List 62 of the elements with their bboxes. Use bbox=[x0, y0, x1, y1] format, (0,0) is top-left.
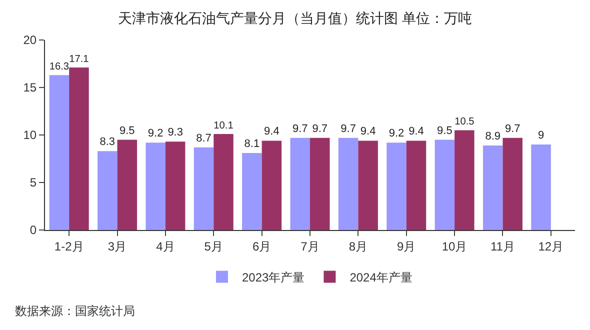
x-tick-label: 5月 bbox=[204, 239, 223, 254]
y-tick-label: 10 bbox=[23, 128, 37, 142]
data-label: 9.4 bbox=[408, 126, 424, 138]
bar bbox=[482, 145, 503, 230]
data-label: 9.7 bbox=[504, 122, 520, 135]
bar bbox=[69, 68, 89, 230]
x-tick-label: 7月 bbox=[300, 239, 320, 254]
bar bbox=[214, 134, 234, 230]
x-tick-label: 9月 bbox=[397, 239, 416, 254]
data-label: 8.9 bbox=[485, 130, 500, 142]
bar bbox=[386, 142, 406, 230]
y-tick-label: 20 bbox=[23, 33, 37, 48]
x-tick-label: 12月 bbox=[538, 239, 564, 254]
bar bbox=[406, 140, 426, 230]
bar bbox=[358, 140, 378, 230]
source-note: 数据来源：国家统计局 bbox=[15, 304, 135, 318]
bar bbox=[434, 140, 455, 230]
data-label: 16.3 bbox=[49, 61, 70, 72]
x-tick-label: 10月 bbox=[442, 239, 468, 254]
data-label: 9.3 bbox=[168, 126, 183, 139]
bar bbox=[98, 151, 118, 230]
bar bbox=[338, 138, 358, 230]
data-label: 9 bbox=[538, 130, 544, 142]
data-label: 9.7 bbox=[340, 122, 356, 135]
bar bbox=[146, 142, 166, 230]
y-tick-label: 15 bbox=[23, 80, 37, 95]
x-tick-label: 11月 bbox=[490, 239, 515, 254]
data-label: 8.3 bbox=[100, 136, 116, 148]
chart-title: 天津市液化石油气产量分月（当月值）统计图 单位：万吨 bbox=[118, 10, 472, 26]
data-label: 9.4 bbox=[360, 126, 376, 138]
data-label: 9.4 bbox=[264, 126, 280, 138]
y-tick-label: 0 bbox=[30, 223, 37, 238]
bar bbox=[194, 147, 214, 230]
bar bbox=[290, 138, 310, 230]
data-label: 10.5 bbox=[454, 116, 475, 128]
bar bbox=[502, 138, 522, 230]
data-label: 8.1 bbox=[244, 138, 260, 150]
bar bbox=[262, 140, 282, 230]
bar bbox=[531, 144, 551, 230]
data-label: 10.1 bbox=[214, 120, 234, 132]
data-label: 17.1 bbox=[69, 54, 90, 65]
bar bbox=[310, 138, 330, 230]
x-tick-label: 1-2月 bbox=[54, 239, 84, 254]
legend-label: 2024年产量 bbox=[350, 270, 412, 284]
bar bbox=[49, 75, 70, 230]
data-label: 9.5 bbox=[120, 124, 135, 137]
y-tick-label: 5 bbox=[30, 176, 37, 190]
x-tick-label: 8月 bbox=[348, 239, 368, 254]
x-tick-label: 6月 bbox=[252, 239, 272, 254]
x-tick-label: 3月 bbox=[108, 239, 127, 254]
data-label: 9.5 bbox=[437, 124, 452, 137]
data-label: 9.7 bbox=[292, 122, 308, 135]
data-label: 9.2 bbox=[388, 128, 404, 140]
bar bbox=[454, 130, 474, 230]
legend-label: 2023年产量 bbox=[242, 270, 305, 284]
bar bbox=[242, 153, 262, 230]
data-label: 8.7 bbox=[196, 132, 212, 144]
data-label: 9.7 bbox=[312, 122, 328, 135]
data-label: 9.2 bbox=[148, 128, 164, 140]
bar bbox=[117, 140, 138, 230]
bar bbox=[165, 142, 186, 230]
x-tick-label: 4月 bbox=[156, 239, 175, 254]
